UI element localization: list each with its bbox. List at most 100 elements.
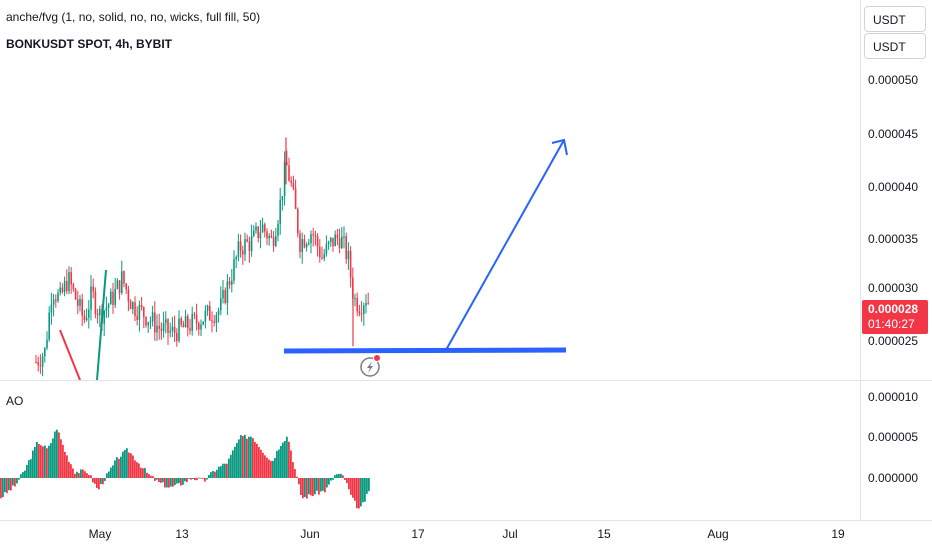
ao-bar — [182, 478, 184, 485]
ao-bar — [338, 473, 340, 478]
ao-bar — [82, 469, 84, 478]
ao-bar — [210, 472, 212, 478]
ao-bar — [136, 462, 138, 478]
ao-bar — [70, 464, 72, 478]
currency-selector-button-2[interactable]: USDT — [864, 33, 926, 59]
ao-bar — [286, 436, 288, 478]
ao-bar — [186, 478, 188, 483]
ao-bar — [254, 442, 256, 478]
candle-body — [277, 223, 279, 236]
ao-bar — [344, 478, 346, 480]
candle-body — [365, 303, 367, 306]
time-tick: Jul — [502, 527, 518, 541]
ao-bar — [54, 431, 56, 478]
candle-body — [154, 312, 156, 333]
candle-body — [55, 299, 57, 301]
candle-body — [138, 304, 141, 320]
ao-bar — [246, 438, 248, 478]
candle-body — [151, 312, 154, 322]
candle-body — [156, 325, 158, 333]
ao-bar — [348, 478, 350, 490]
candle-body — [125, 283, 127, 290]
pane-separator[interactable] — [0, 380, 932, 381]
candle-body — [72, 284, 75, 289]
ao-bar — [10, 478, 12, 491]
support-line[interactable] — [283, 347, 567, 354]
ao-bar — [94, 478, 96, 484]
ao-bar — [274, 457, 276, 478]
candle-body — [206, 305, 209, 311]
candle-body — [268, 235, 270, 239]
ao-bars — [0, 429, 370, 509]
candle-body — [292, 183, 295, 189]
candle-body — [217, 310, 220, 315]
ao-bar — [114, 460, 116, 478]
indicator-settings-label[interactable]: anche/fvg (1, no, solid, no, no, wicks, … — [6, 10, 261, 24]
candle-body — [239, 241, 242, 251]
time-tick: 15 — [597, 527, 611, 541]
target-arrow[interactable] — [445, 139, 565, 351]
ao-bar — [78, 473, 80, 478]
ao-bar — [148, 474, 150, 478]
ao-bar — [98, 478, 100, 490]
trend-line-green[interactable] — [96, 269, 107, 380]
ao-bar — [12, 478, 14, 486]
candle-body — [107, 304, 110, 308]
candle-body — [103, 310, 105, 324]
ao-bar — [292, 462, 294, 478]
ao-bar — [290, 450, 292, 478]
ao-indicator-label[interactable]: AO — [6, 394, 24, 408]
symbol-title[interactable]: BONKUSDT SPOT, 4h, BYBIT — [6, 37, 173, 51]
candle-body — [191, 314, 193, 331]
ao-bar — [16, 478, 18, 484]
ao-bar — [40, 445, 42, 478]
ao-bar — [364, 478, 366, 502]
candle-body — [308, 243, 310, 245]
candle-body — [226, 281, 229, 303]
candle-body — [200, 324, 202, 330]
candle-body — [187, 316, 189, 329]
candle-body — [167, 319, 169, 333]
ao-bar — [318, 478, 320, 495]
candle-body — [323, 254, 325, 259]
candle-body — [105, 307, 108, 311]
candle-body — [259, 232, 262, 238]
ao-bar — [138, 463, 140, 478]
ao-bar — [28, 460, 30, 478]
currency-selector-button[interactable]: USDT — [864, 6, 926, 32]
candle-body — [110, 291, 112, 305]
ao-bar — [6, 478, 8, 494]
ao-bar — [226, 463, 228, 478]
lightning-icon[interactable] — [360, 354, 381, 377]
ao-bar — [216, 469, 218, 478]
candle-body — [367, 303, 369, 305]
candle-body — [275, 235, 277, 246]
price-chart[interactable] — [0, 0, 860, 380]
ao-bar — [184, 478, 186, 482]
candle-body — [112, 291, 114, 306]
candle-body — [182, 324, 185, 328]
candle-body — [41, 356, 44, 367]
candle-body — [92, 286, 94, 292]
ao-histogram[interactable] — [0, 381, 860, 521]
ao-bar — [64, 451, 66, 478]
ao-bar — [346, 478, 348, 484]
price-tick: 0.000045 — [868, 127, 919, 141]
ao-bar — [84, 471, 86, 478]
candle-body — [132, 302, 134, 310]
price-tick: 0.000025 — [868, 334, 919, 348]
ao-bar — [242, 436, 244, 478]
candle-body — [90, 286, 92, 310]
ao-bar — [46, 448, 48, 478]
ao-bar — [314, 478, 316, 495]
candle-body — [261, 224, 264, 233]
candle-body — [279, 199, 281, 224]
candle-body — [81, 299, 83, 316]
candle-body — [189, 328, 191, 331]
trend-line-red[interactable] — [59, 329, 81, 380]
candle-body — [257, 226, 259, 238]
candle-body — [68, 272, 70, 292]
ao-bar — [252, 438, 254, 478]
ao-bar — [134, 460, 136, 478]
ao-bar — [340, 473, 342, 478]
